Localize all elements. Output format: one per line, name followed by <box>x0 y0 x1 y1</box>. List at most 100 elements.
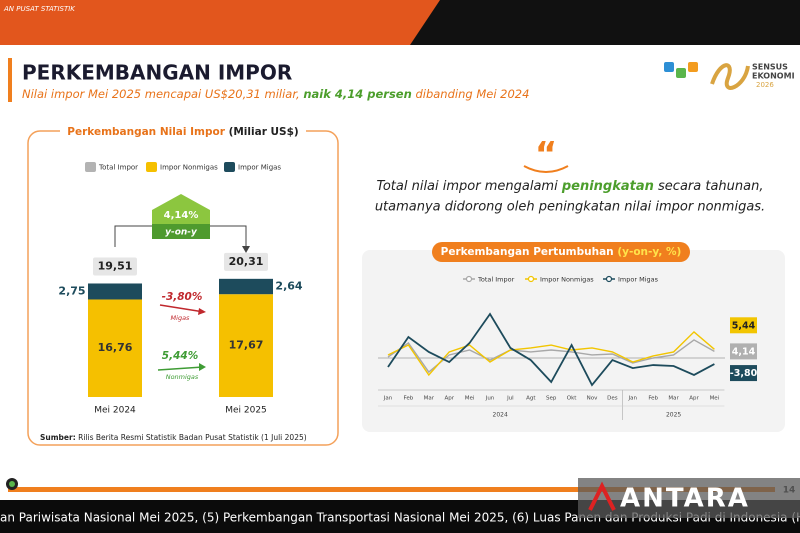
source-label: Sumber: <box>40 433 76 442</box>
x-group-label: 2024 <box>493 412 508 419</box>
x-tick-label: Mei 2024 <box>94 406 136 416</box>
legend-swatch <box>224 162 235 172</box>
x-tick-label: Sep <box>546 396 557 402</box>
x-tick-label: Jan <box>628 396 638 402</box>
nonmigas-note: Nonmigas <box>166 373 199 381</box>
x-tick-label: Jul <box>506 396 514 402</box>
slide-title: PERKEMBANGAN IMPOR <box>22 61 292 85</box>
total-box <box>224 252 268 271</box>
legend-label: Total Impor <box>98 164 138 172</box>
x-group-label: 2025 <box>666 412 681 419</box>
value-label: 17,67 <box>229 339 264 352</box>
quote-part: Total nilai impor mengalami <box>377 179 562 194</box>
x-tick-label: Nov <box>587 396 598 402</box>
legend-swatch <box>146 162 157 172</box>
title-unit: (Miliar US$) <box>229 126 299 138</box>
logo-text: 2026 <box>756 81 774 89</box>
nonmigas-arrow <box>157 366 204 371</box>
subtitle-part: naik 4,14 persen <box>303 87 411 101</box>
logo-shape <box>676 68 686 78</box>
subtitle-part: Nilai impor Mei 2025 mencapai US$20,31 m… <box>22 87 303 101</box>
quote-mark: “ <box>535 135 557 175</box>
line-chart: Total Impor Impor Nonmigas Impor Migas Jan F… <box>378 275 758 420</box>
title-accent <box>8 58 12 102</box>
panel-title-bg <box>60 124 306 138</box>
x-tick-label: Apr <box>444 396 454 402</box>
quote-curve <box>523 165 569 173</box>
growth-box <box>152 194 210 224</box>
nonmigas-arrowhead <box>199 363 206 371</box>
nav-icon-dot <box>9 481 15 487</box>
x-tick-label: Agt <box>526 396 536 402</box>
bar-segment <box>219 294 273 397</box>
growth-label: 4,14% <box>164 210 199 221</box>
legend-dot <box>605 275 613 283</box>
quote-line: utamanya didorong oleh peningkatan nilai… <box>375 200 765 215</box>
bar-chart-title: Perkembangan Nilai Impor (Miliar US$) <box>67 126 298 138</box>
x-tick-label: Jun <box>485 396 495 402</box>
total-label: 20,31 <box>229 255 264 268</box>
migas-note: Migas <box>171 314 191 322</box>
line-panel <box>362 250 785 432</box>
x-tick-label: Mei <box>710 396 720 402</box>
top-banner <box>0 0 440 45</box>
end-label: 4,14 <box>732 346 756 357</box>
quote-line: Total nilai impor mengalami peningkatan … <box>377 179 764 194</box>
quote-part: secara tahunan, <box>654 179 764 194</box>
connector <box>114 225 247 248</box>
legend-swatch <box>85 162 96 172</box>
value-label: 2,64 <box>275 280 302 293</box>
title-unit: (y-on-y, %) <box>617 246 681 258</box>
logo-mark <box>710 63 750 90</box>
title-part: Perkembangan Pertumbuhan <box>441 246 618 258</box>
legend-dot <box>527 275 535 283</box>
logo-shape <box>664 62 674 72</box>
slide-subtitle: Nilai impor Mei 2025 mencapai US$20,31 m… <box>22 87 529 101</box>
x-tick-label: Jan <box>383 396 393 402</box>
end-label-box <box>730 343 757 360</box>
value-label: 2,75 <box>58 284 85 297</box>
x-tick-label: Mar <box>668 396 679 402</box>
logo: SENSUS EKONOMI 2026 <box>664 62 795 90</box>
bar-chart: Total Impor Impor Nonmigas Impor Migas Mei … <box>58 162 303 416</box>
end-label: -3,80 <box>730 368 758 379</box>
x-tick-label: Feb <box>404 396 414 402</box>
migas-growth: -3,80% <box>162 291 203 303</box>
quote-highlight: peningkatan <box>561 179 654 194</box>
logo-text: SENSUS <box>752 63 788 72</box>
growth-note: y-on-y <box>165 228 198 238</box>
line-chart-title: Perkembangan Pertumbuhan (y-on-y, %) <box>441 246 682 258</box>
brand-text: ANTARA <box>620 484 750 514</box>
series-line <box>387 312 715 387</box>
bar-segment <box>219 278 273 295</box>
arrow-head <box>242 246 250 253</box>
brand-mark <box>588 481 616 511</box>
logo-text: EKONOMI <box>752 72 795 81</box>
legend-label: Total Impor <box>477 276 515 284</box>
bar-segment <box>88 283 142 300</box>
value-label: 16,76 <box>98 341 133 354</box>
progress-bar <box>8 487 775 492</box>
end-label-box <box>730 317 757 334</box>
series-line <box>387 339 715 374</box>
brand-box <box>578 478 800 518</box>
x-tick-label: Feb <box>648 396 658 402</box>
title-part: Perkembangan Nilai Impor <box>67 126 225 138</box>
subtitle-part: dibanding Mei 2024 <box>412 87 530 101</box>
x-tick-label: Mei <box>465 396 475 402</box>
legend-label: Impor Nonmigas <box>540 276 594 284</box>
source-text: Rilis Berita Resmi Statistik Badan Pusat… <box>78 433 307 442</box>
legend-label: Impor Migas <box>618 276 659 284</box>
x-tick-label: Okt <box>567 396 578 402</box>
x-tick-label: Apr <box>689 396 699 402</box>
source: Sumber: Rilis Berita Resmi Statistik Bad… <box>40 433 307 442</box>
x-tick-label: Mar <box>424 396 435 402</box>
logo-shape <box>688 62 698 72</box>
migas-arrowhead <box>198 308 206 315</box>
total-box <box>93 257 137 276</box>
migas-arrow <box>159 304 205 313</box>
line-title-pill <box>432 242 690 262</box>
end-label: 5,44 <box>732 320 756 331</box>
legend-dot <box>465 275 473 283</box>
end-label-box <box>730 365 757 382</box>
